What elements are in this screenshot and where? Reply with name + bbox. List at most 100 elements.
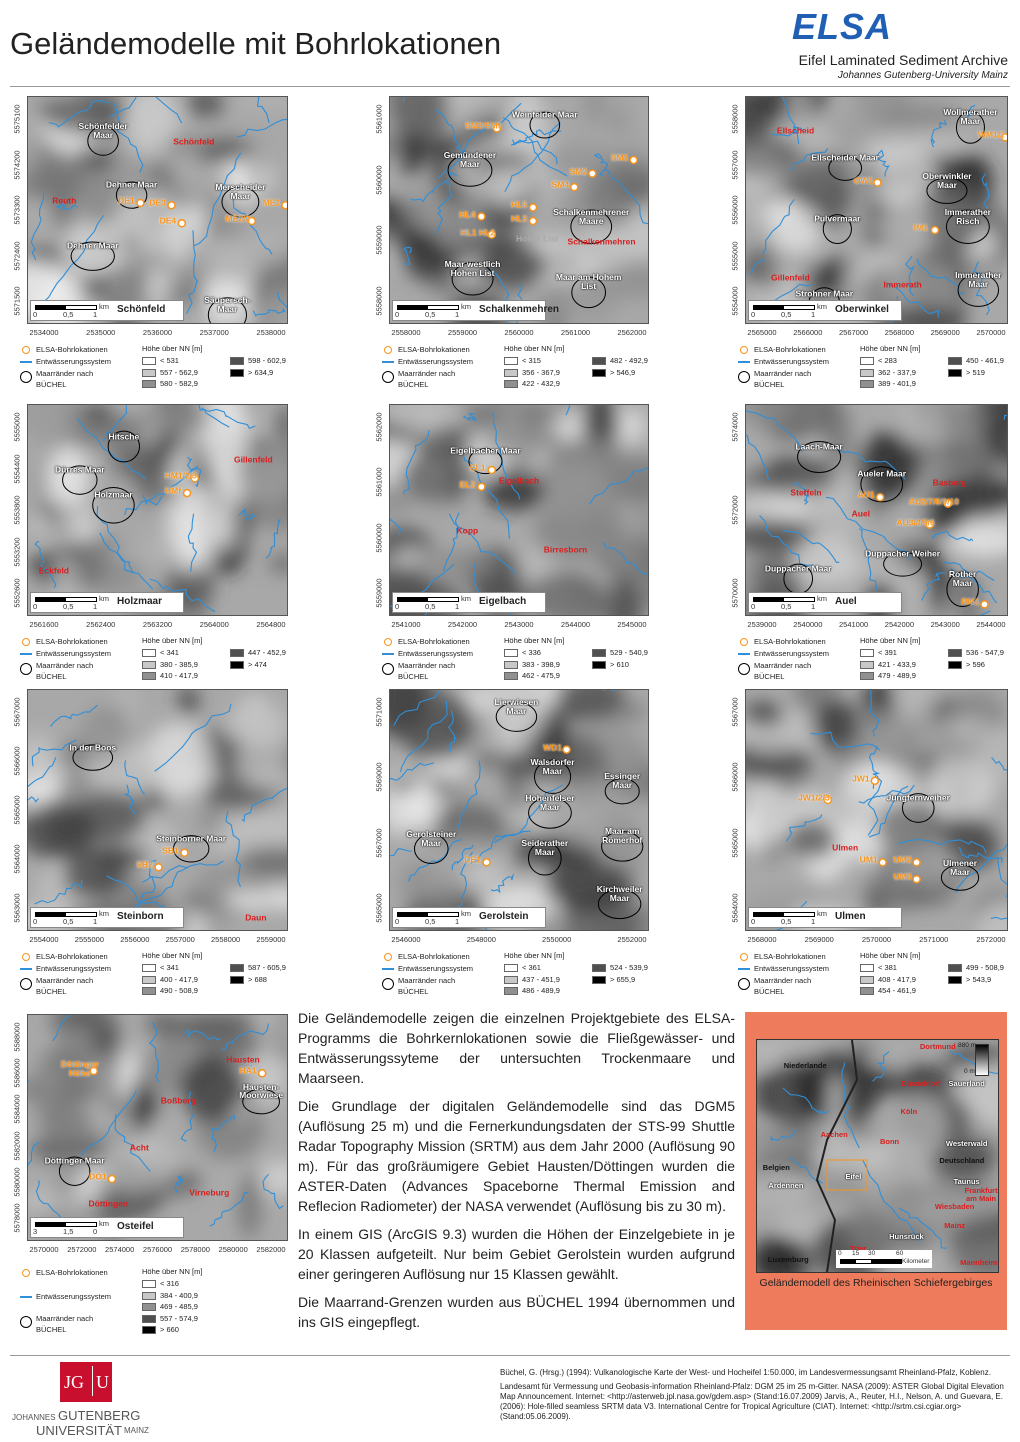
legend-swatch	[860, 357, 874, 365]
legend-class: 447 - 452,9	[248, 648, 286, 657]
scale-label: 1	[455, 602, 460, 611]
y-tick-label: 5571000	[374, 697, 384, 727]
relief-blob	[231, 97, 287, 110]
scale-label: 0	[751, 310, 756, 319]
legend-text: Maarränder nach	[754, 661, 812, 670]
relief-blob	[746, 807, 784, 850]
x-tick-label: 2545000	[617, 620, 647, 629]
drainage-line	[448, 513, 515, 576]
relief-blob	[610, 105, 628, 134]
scale-label: 0,5	[63, 602, 74, 611]
borehole	[875, 493, 885, 502]
map: Hitsche Gillenfeld Dürres Maar HM1/2/3 HMf Ho…	[27, 404, 288, 616]
drainage-line	[950, 567, 997, 604]
map-label: Steinborner Maar	[156, 833, 227, 844]
drainage-line	[782, 1087, 830, 1115]
map-label: RM1	[961, 596, 980, 607]
relief-blob	[28, 1068, 56, 1095]
maar-rim	[570, 209, 613, 245]
map-label: AU3/4/5/6	[896, 517, 935, 528]
scale-label: 0,5	[781, 602, 792, 611]
map-label: Walsdorfer Maar	[530, 756, 575, 776]
legend-swatch	[860, 660, 874, 669]
legend-text: Entwässerungssystem	[398, 357, 474, 366]
map-label: ME1	[262, 197, 281, 208]
drainage-line	[868, 785, 909, 838]
x-tick-label: 2571000	[919, 935, 949, 944]
legend-class: 410 - 417,9	[160, 671, 198, 680]
relief-blob	[405, 180, 441, 232]
map-label: Eigelbach	[498, 475, 540, 486]
legend-swatch	[142, 368, 156, 377]
relief-blob	[238, 729, 287, 789]
legend-swatch	[860, 987, 874, 995]
legend-swatch	[230, 357, 244, 365]
legend-swatch	[142, 1303, 156, 1311]
relief-blob	[926, 756, 995, 816]
x-tick-label: 2542000	[884, 620, 914, 629]
drainage-line	[973, 261, 990, 316]
legend-class: 384 - 400,9	[160, 1290, 198, 1300]
map-label: Ellscheid	[776, 125, 815, 136]
maar-rim	[242, 1088, 280, 1115]
map-label: Virneburg	[189, 1187, 230, 1198]
legend-swatch	[860, 368, 874, 377]
relief-blob	[898, 690, 936, 725]
borehole	[482, 858, 491, 867]
drainage-line	[28, 1141, 40, 1166]
inset-label: Mainz	[944, 1220, 966, 1230]
legend-class: 536 - 547,9	[966, 648, 1004, 657]
legend-text: Entwässerungssystem	[398, 964, 474, 973]
relief-blob	[542, 775, 628, 849]
drainage-line	[462, 452, 510, 539]
relief-blob	[255, 293, 284, 323]
x-tick-label: 2568000	[884, 328, 914, 337]
inset-label: Niederlande	[783, 1060, 827, 1070]
drainage-line	[123, 784, 136, 815]
relief-blob	[184, 229, 269, 281]
drainage-line	[210, 1114, 236, 1152]
legend-heading: Höhe über NN [m]	[860, 636, 921, 645]
scale-label: 0	[395, 310, 400, 319]
drainage-line	[390, 762, 435, 781]
legend-rim-symbol	[738, 978, 750, 990]
x-tick-label: 2561600	[29, 620, 59, 629]
study-area	[826, 1159, 868, 1191]
scale-unit: km	[99, 594, 109, 603]
legend-class: > 634,9	[248, 367, 274, 377]
y-tick-label: 5572000	[730, 495, 740, 525]
maar-rim	[822, 214, 852, 244]
scale-unit: km	[461, 594, 471, 603]
legend-text: Entwässerungssystem	[36, 649, 112, 658]
legend-class: > 660	[160, 1325, 179, 1334]
relief-blob	[194, 137, 259, 163]
scale-label: 0,5	[425, 602, 436, 611]
legend-class: > 610	[610, 659, 629, 669]
borehole	[980, 600, 989, 609]
scale-label: 1	[93, 310, 98, 319]
legend-text: ELSA-Bohrlokationen	[754, 952, 826, 961]
paragraph: Die Maarrand-Grenzen wurden aus BÜCHEL 1…	[298, 1294, 735, 1330]
x-tick-label: 2576000	[142, 1245, 173, 1254]
drainage-line	[502, 117, 568, 177]
legend-class: < 341	[160, 963, 179, 972]
y-tick-label: 5573300	[12, 195, 22, 225]
maar-rim	[860, 466, 904, 503]
x-tick-label: 2569000	[930, 328, 960, 337]
legend-rim-symbol	[20, 978, 32, 990]
legend-text: BÜCHEL	[36, 380, 67, 389]
drainage-line	[781, 97, 800, 144]
legend-drainage-symbol	[20, 361, 32, 363]
legend-swatch	[142, 672, 156, 680]
legend-class: 486 - 489,9	[522, 986, 560, 995]
legend-swatch	[504, 672, 518, 680]
drainage-line	[221, 1023, 270, 1051]
scale-bar	[840, 1259, 902, 1264]
legend-class: 400 - 417,9	[160, 974, 198, 984]
uni-name: JOHANNES	[12, 1413, 56, 1422]
map-label: Maar am Römerhof	[602, 826, 643, 846]
relief-blob	[405, 135, 464, 160]
map-label: HM1/2/3	[164, 470, 197, 481]
maar-rim	[58, 1156, 91, 1186]
legend-drainage-symbol	[382, 968, 394, 970]
